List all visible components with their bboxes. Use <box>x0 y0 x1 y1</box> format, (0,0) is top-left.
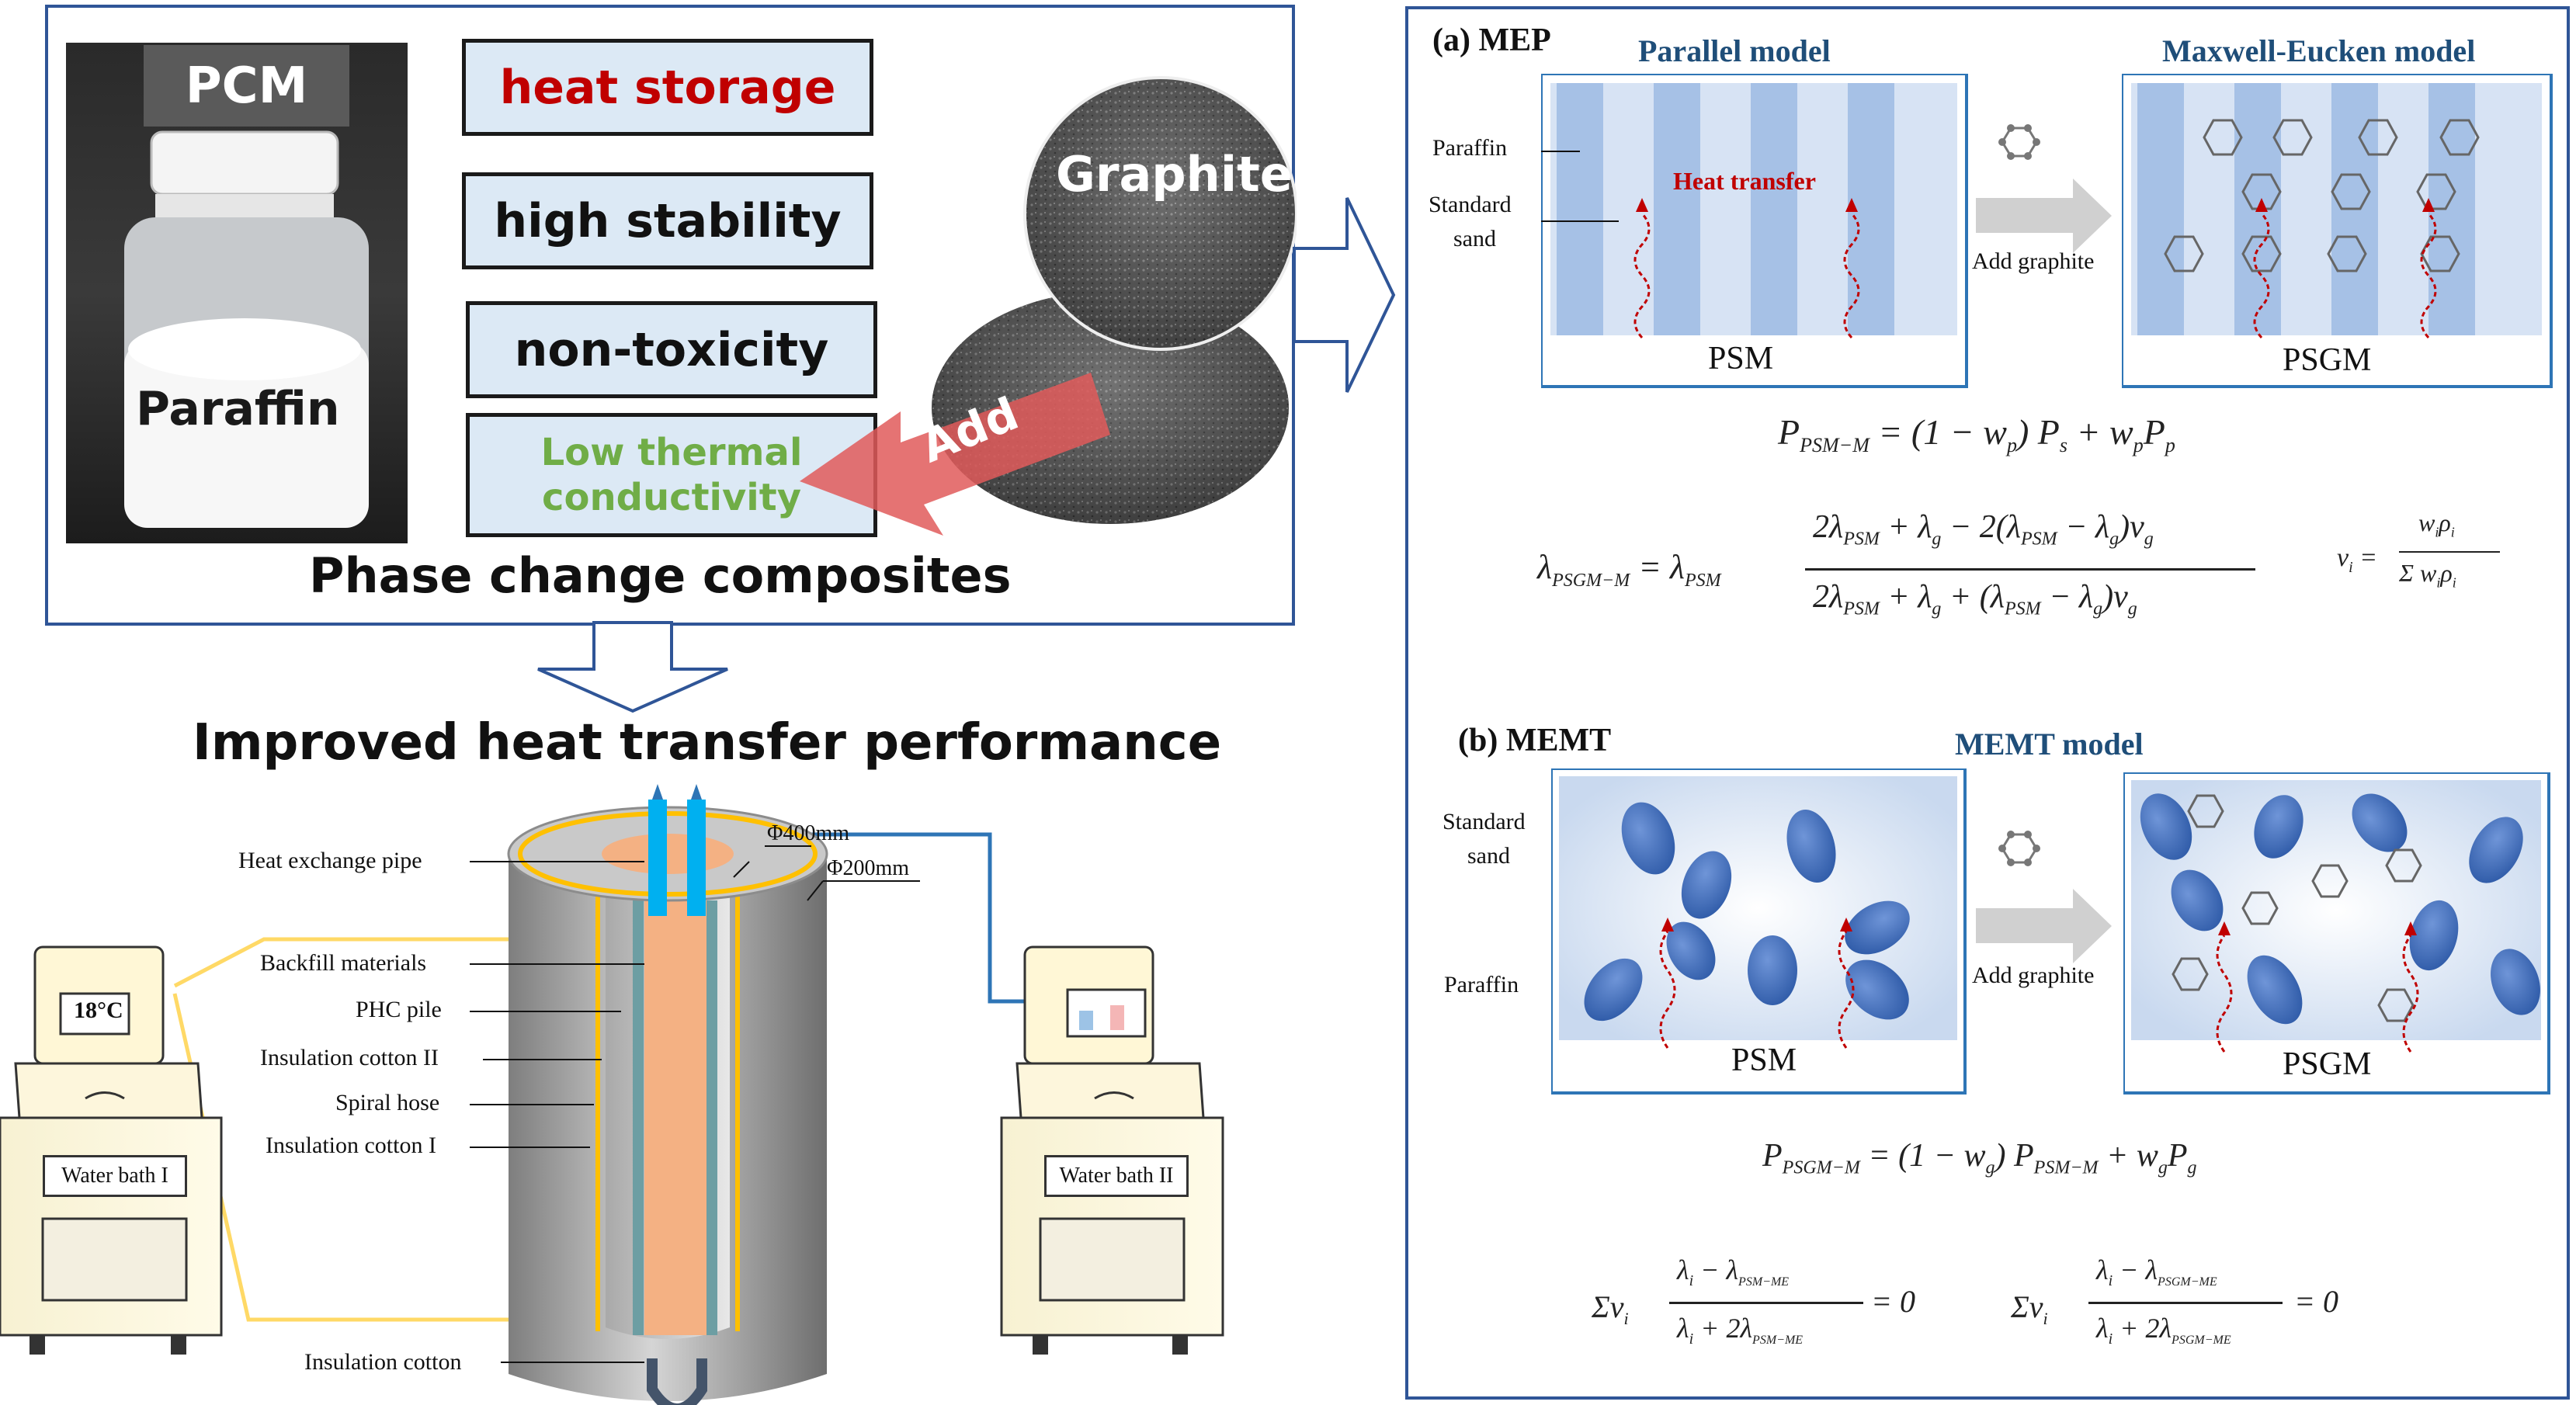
memt-psgm-label: PSGM <box>2283 1046 2372 1082</box>
low-conductivity-line1: Low thermal <box>540 431 803 474</box>
label-heat-exchange-pipe: Heat exchange pipe <box>238 848 422 873</box>
pcm-label-box: PCM <box>144 45 349 127</box>
paraffin-label: Paraffin <box>136 382 340 436</box>
mep-psm-label: PSM <box>1708 341 1774 376</box>
eq-psgm-m: λPSGM−M = λPSM 2λPSM + λg − 2(λPSM − λg)… <box>1537 505 2283 644</box>
me-title: Maxwell-Eucken model <box>2162 33 2476 68</box>
paraffin-jar <box>124 130 369 528</box>
eq-memt-psgm: Σνi λi − λPSGM−ME λi + 2λPSGM−ME = 0 <box>2011 1246 2383 1374</box>
feature-high-stability: high stability <box>462 172 873 269</box>
bath-right-name: Water bath II <box>1059 1164 1174 1188</box>
memt-sand-line2: sand <box>1467 843 1510 869</box>
eq-psm-m: PPSM−M = (1 − wp) Ps + wpPp <box>1778 411 2175 458</box>
memt-psgm-diagram <box>2123 772 2550 1095</box>
label-insulation-cotton: Insulation cotton <box>304 1349 462 1375</box>
experiment-setup <box>0 784 1224 1405</box>
memt-add-graphite-label: Add graphite <box>1972 963 2095 988</box>
bath-left-temp: 18°C <box>74 997 123 1023</box>
models-panel <box>1405 6 2570 1400</box>
add-arrow <box>800 373 1110 536</box>
improved-title: Improved heat transfer performance <box>193 714 1222 772</box>
eq-volume-fraction: νi = wiρi Σ wiρi <box>2337 497 2508 668</box>
feature-heat-storage: heat storage <box>462 39 873 136</box>
bath-left-name: Water bath I <box>61 1164 168 1188</box>
label-spiral-hose: Spiral hose <box>335 1090 440 1115</box>
memt-psm-label: PSM <box>1731 1042 1797 1078</box>
feature-non-toxicity-text: non-toxicity <box>514 322 829 377</box>
graphite-label: Graphite <box>1056 146 1293 203</box>
right-arrow <box>1293 197 1396 393</box>
eq-psgm-m-property: PPSGM−M = (1 − wg) PPSM−M + wgPg <box>1762 1137 2197 1179</box>
mep-sand-line2: sand <box>1453 226 1496 252</box>
heat-transfer-label: Heat transfer <box>1673 167 1816 195</box>
feature-non-toxicity: non-toxicity <box>466 301 877 398</box>
mep-psgm-label: PSGM <box>2283 342 2372 378</box>
memt-sand-line1: Standard <box>1442 809 1526 834</box>
parallel-model-diagram <box>1541 74 1968 388</box>
memt-psm-diagram <box>1551 768 1967 1095</box>
down-arrow <box>537 621 728 713</box>
composites-caption: Phase change composites <box>309 547 1012 604</box>
memt-heading: (b) MEMT <box>1458 723 1612 758</box>
label-phc-pile: PHC pile <box>356 997 442 1022</box>
low-conductivity-line2: conductivity <box>542 476 801 519</box>
eq-memt-psm: Σνi λi − λPSM−ME λi + 2λPSM−ME = 0 <box>1592 1246 1949 1374</box>
mep-paraffin-label: Paraffin <box>1432 135 1508 161</box>
dim-inner: Φ200mm <box>827 856 910 880</box>
water-bath-left <box>0 945 223 1355</box>
mep-heading: (a) MEP <box>1432 23 1551 58</box>
maxwell-eucken-diagram <box>2122 74 2553 388</box>
memt-model-title: MEMT model <box>1955 727 2144 761</box>
bath-left-name-box: Water bath I <box>43 1155 187 1197</box>
mep-add-graphite-arrow <box>1976 124 2112 253</box>
label-insulation-i: Insulation cotton I <box>266 1133 436 1158</box>
memt-add-graphite-arrow <box>1976 831 2112 963</box>
label-insulation-ii: Insulation cotton II <box>260 1045 439 1070</box>
mep-sand-line1: Standard <box>1429 192 1512 217</box>
dim-outer: Φ400mm <box>767 821 850 845</box>
parallel-title: Parallel model <box>1638 33 1831 68</box>
water-bath-right <box>1000 945 1224 1355</box>
pcm-label: PCM <box>185 57 308 115</box>
feature-heat-storage-text: heat storage <box>499 60 836 115</box>
bath-right-name-box: Water bath II <box>1044 1155 1189 1197</box>
memt-paraffin-label: Paraffin <box>1444 972 1519 997</box>
mep-add-graphite-label: Add graphite <box>1972 248 2095 274</box>
label-backfill: Backfill materials <box>260 950 427 976</box>
feature-high-stability-text: high stability <box>494 193 842 248</box>
